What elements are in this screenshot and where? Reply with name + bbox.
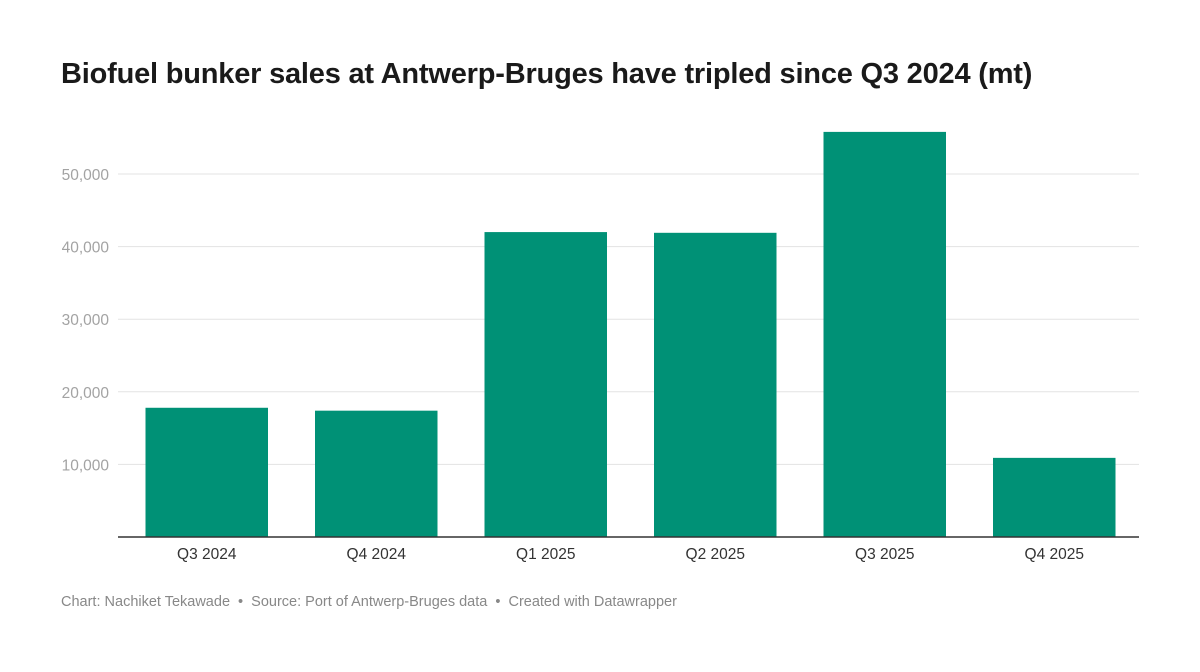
footer-separator: • bbox=[495, 594, 501, 610]
y-tick-label: 40,000 bbox=[62, 240, 110, 257]
y-tick-label: 10,000 bbox=[62, 457, 110, 474]
y-tick-label: 30,000 bbox=[62, 312, 110, 329]
x-axis-tick-labels: Q3 2024 Q4 2024 Q1 2025 Q2 2025 Q3 2025 Q4 20… bbox=[177, 546, 1084, 563]
y-tick-label: 20,000 bbox=[62, 385, 110, 402]
bar bbox=[145, 407, 268, 537]
x-tick-label: Q3 2024 bbox=[177, 546, 237, 563]
x-tick-label: Q4 2025 bbox=[1025, 546, 1084, 563]
x-tick-label: Q2 2025 bbox=[686, 546, 745, 563]
bars bbox=[145, 131, 1116, 537]
bar-chart: 10,000 20,000 30,000 40,000 50,000 Q3 2024 Q4… bbox=[62, 131, 1139, 563]
footer-source: Port of Antwerp-Bruges data bbox=[305, 594, 488, 610]
bar bbox=[823, 131, 946, 537]
y-tick-label: 50,000 bbox=[62, 167, 110, 184]
footer-separator: • bbox=[238, 594, 244, 610]
chart-title: Biofuel bunker sales at Antwerp-Bruges h… bbox=[61, 58, 1033, 90]
bar bbox=[654, 232, 777, 537]
chart-footer: Chart: Nachiket Tekawade • Source: Port … bbox=[61, 594, 677, 610]
bar bbox=[484, 232, 607, 537]
footer-created-with: Created with Datawrapper bbox=[508, 594, 677, 610]
x-tick-label: Q3 2025 bbox=[855, 546, 914, 563]
x-tick-label: Q4 2024 bbox=[347, 546, 407, 563]
footer-source-label: Source: bbox=[251, 594, 302, 610]
bar bbox=[315, 410, 438, 537]
gridlines bbox=[118, 173, 1139, 465]
footer-chart-label: Chart: bbox=[61, 594, 101, 610]
y-axis-tick-labels: 10,000 20,000 30,000 40,000 50,000 bbox=[62, 167, 110, 474]
footer-author: Nachiket Tekawade bbox=[104, 594, 231, 610]
x-tick-label: Q1 2025 bbox=[516, 546, 575, 563]
bar bbox=[993, 457, 1116, 537]
